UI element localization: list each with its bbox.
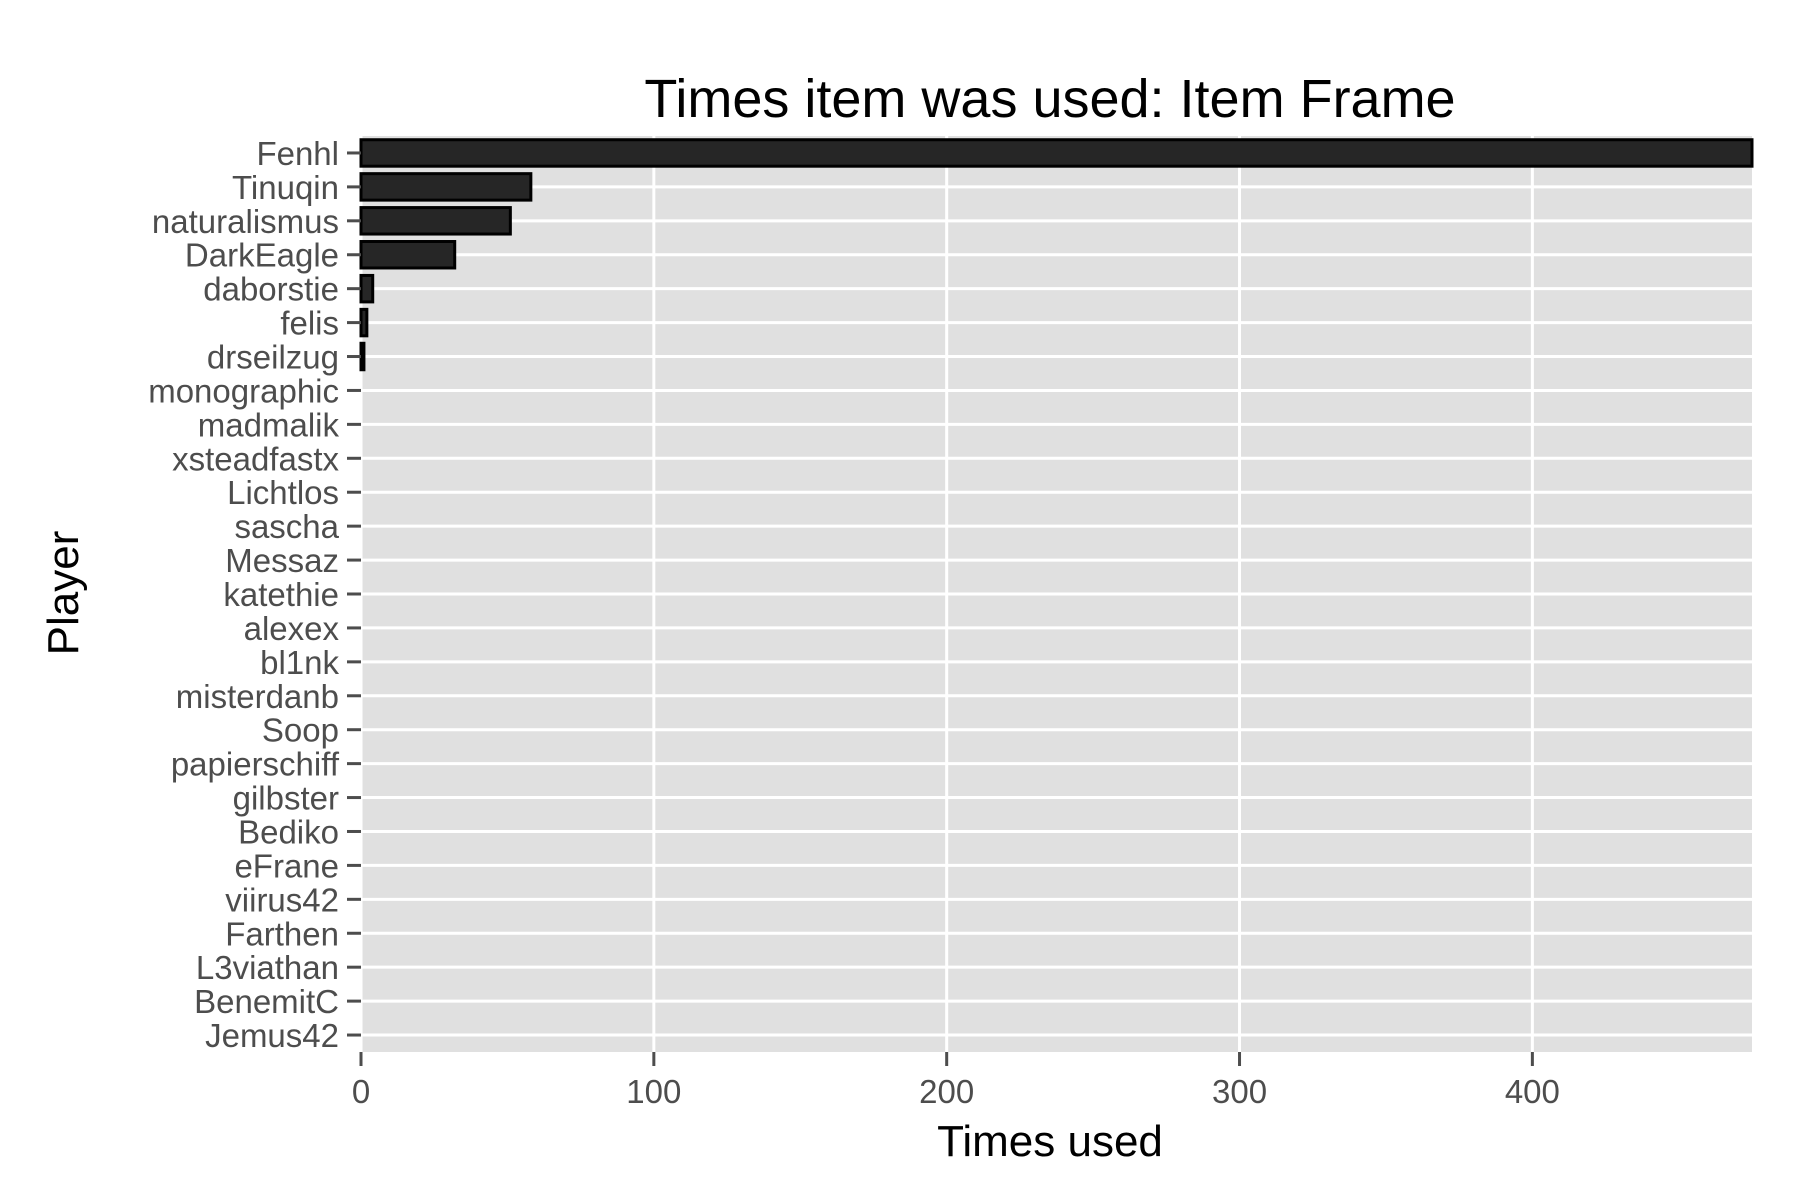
y-tick-label: Soop [262,712,339,749]
y-tick-label: DarkEagle [185,237,339,274]
y-tick-label: naturalismus [152,203,339,240]
y-tick-label: alexex [244,610,340,647]
x-tick-label: 0 [352,1073,370,1110]
y-tick-label: sascha [234,508,339,545]
y-tick-label: gilbster [233,780,339,817]
bar-felis [359,307,369,338]
bar-Fenhl [359,138,1754,168]
y-axis: FenhlTinuqinnaturalismusDarkEagledaborst… [148,135,361,1054]
x-tick-label: 300 [1212,1073,1267,1110]
bar-drseilzug [359,341,366,372]
y-tick-label: Farthen [225,915,339,952]
x-tick-label: 400 [1505,1073,1560,1110]
x-tick-label: 200 [919,1073,974,1110]
y-tick-label: Tinuqin [232,169,339,206]
y-tick-label: Fenhl [256,135,339,172]
y-tick-label: viirus42 [225,881,339,918]
x-axis: 0 100 200 300 400 [352,1052,1560,1110]
bar-Tinuqin [359,172,533,202]
y-tick-label: daborstie [203,271,339,308]
y-tick-label: drseilzug [207,339,339,376]
x-tick-label: 100 [626,1073,681,1110]
y-tick-label: BenemitC [194,983,339,1020]
y-tick-label: papierschiff [171,746,340,783]
x-axis-title: Times used [937,1117,1163,1166]
y-tick-label: L3viathan [196,949,339,986]
y-tick-label: Lichtlos [227,474,339,511]
bar-daborstie [359,273,375,304]
bars [359,138,1754,372]
y-tick-label: felis [280,305,339,342]
chart-title: Times item was used: Item Frame [644,69,1455,129]
y-tick-label: bl1nk [260,644,339,681]
y-tick-label: monographic [148,372,339,409]
y-tick-label: Messaz [225,542,339,579]
bar-DarkEagle [359,240,457,270]
y-tick-label: Jemus42 [205,1017,339,1054]
y-tick-label: madmalik [198,406,340,443]
y-tick-label: Bediko [238,813,339,850]
y-tick-label: eFrane [234,847,339,884]
y-tick-label: xsteadfastx [172,440,339,477]
bar-naturalismus [359,206,512,236]
y-axis-title: Player [39,531,88,656]
grid-lines [359,136,1752,1052]
y-tick-label: katethie [223,576,339,613]
y-tick-label: misterdanb [176,678,339,715]
